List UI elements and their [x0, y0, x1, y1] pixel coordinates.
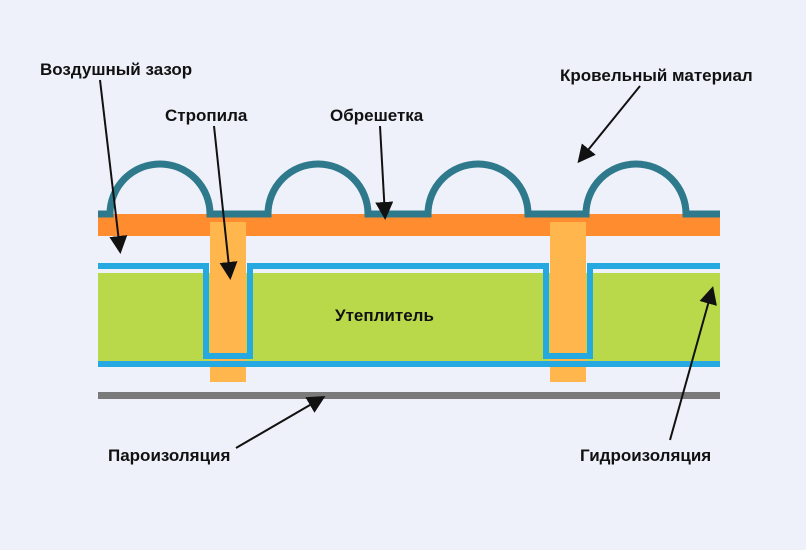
- label-insulation: Утеплитель: [335, 306, 434, 326]
- label-battens: Обрешетка: [330, 106, 423, 126]
- label-air-gap: Воздушный зазор: [40, 60, 192, 80]
- label-waterproof: Гидроизоляция: [580, 446, 711, 466]
- roof-layers-diagram: Воздушный зазор Стропила Обрешетка Крове…: [0, 0, 806, 550]
- label-roofing: Кровельный материал: [560, 66, 753, 86]
- label-rafters: Стропила: [165, 106, 247, 126]
- label-vapor: Пароизоляция: [108, 446, 230, 466]
